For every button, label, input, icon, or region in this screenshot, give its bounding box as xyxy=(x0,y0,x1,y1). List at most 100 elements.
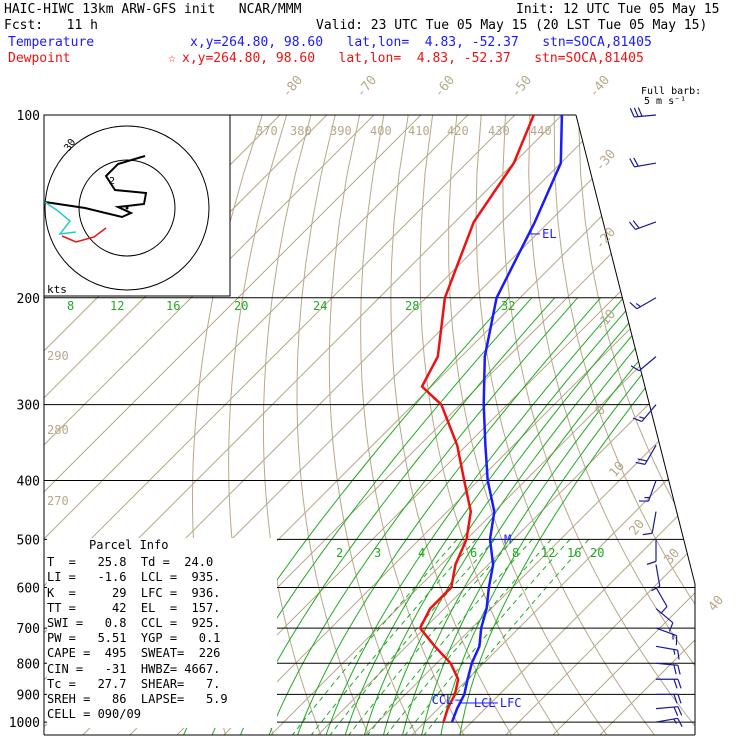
wind-barb-flag xyxy=(660,606,668,614)
pressure-tick-label: 1000 xyxy=(9,716,40,731)
legend-temperature-info: x,y=264.80, 98.60 lat,lon= 4.83, -52.37 … xyxy=(190,35,652,50)
wind-barb-flag xyxy=(677,718,683,727)
isotherm-label: -40 xyxy=(587,73,614,101)
isotherm-line xyxy=(317,115,695,735)
wind-barb-flag xyxy=(630,365,640,372)
theta-label: 410 xyxy=(408,124,430,138)
wind-barb-staff xyxy=(651,511,657,534)
dry-adiabat-line xyxy=(296,115,370,735)
wind-barb xyxy=(655,717,683,727)
wind-barb-flag xyxy=(629,158,635,168)
mixing-ratio-label: 4 xyxy=(418,546,425,560)
isotherm-line xyxy=(223,115,695,735)
theta-label: 280 xyxy=(47,423,69,437)
parcel-row: LI = -1.6 LCL = 935. xyxy=(47,570,221,585)
level-label: EL xyxy=(542,227,556,241)
theta-label: 290 xyxy=(47,349,69,363)
wind-barb-half xyxy=(635,302,641,308)
wind-barb-flag xyxy=(632,220,640,229)
wind-barb-staff xyxy=(638,356,657,372)
isotherm-line xyxy=(411,115,695,735)
moist-adiabat-line xyxy=(421,297,692,735)
mixing-ratio-line xyxy=(329,539,496,735)
legend-dewpoint-star-icon: ☆ xyxy=(168,51,176,66)
wind-barb-flag xyxy=(635,461,646,465)
wind-barb xyxy=(632,404,657,423)
theta-label: 390 xyxy=(330,124,352,138)
theta-label: 440 xyxy=(530,124,552,138)
mixing-ratio-label: 12 xyxy=(110,299,124,313)
mixing-ratio-line xyxy=(404,539,571,735)
wind-barb-staff xyxy=(636,297,657,310)
dry-adiabat-line xyxy=(725,115,740,735)
parcel-row: T = 25.8 Td = 24.0 xyxy=(47,555,214,570)
isotherm-label: -50 xyxy=(509,73,536,101)
wind-barb-half xyxy=(672,634,674,640)
dry-adiabat-line xyxy=(578,115,695,735)
wind-barb-flag xyxy=(638,500,649,502)
pressure-tick-label: 700 xyxy=(17,622,40,637)
wind-barb-flag xyxy=(629,302,638,310)
wind-barb-flag xyxy=(628,221,636,230)
hodograph-center xyxy=(125,206,129,210)
wind-barb-flag xyxy=(675,635,678,646)
isotherm-line xyxy=(270,115,695,735)
dry-adiabat-line xyxy=(328,115,417,735)
pressure-tick-label: 600 xyxy=(17,581,40,596)
barb-scale-note: Full barb: xyxy=(641,86,702,97)
moist-adiabat-line xyxy=(268,297,578,735)
isotherm-label: 40 xyxy=(706,593,728,615)
isotherm-line xyxy=(44,115,422,735)
mixing-ratio-label: 6 xyxy=(470,546,477,560)
dry-adiabat-line xyxy=(448,115,608,735)
isotherm-label: 20 xyxy=(627,517,649,539)
mixing-ratio-label: 24 xyxy=(313,299,327,313)
dry-adiabat-line xyxy=(651,115,695,735)
pressure-tick-label: 300 xyxy=(17,399,40,414)
parcel-row: SREH = 86 LAPSE= 5.9 xyxy=(47,692,228,707)
parcel-row: CAPE = 495 SWEAT= 226 xyxy=(47,646,221,661)
level-label: M xyxy=(504,532,511,546)
wind-barb-flag xyxy=(673,706,679,716)
wind-barb-flag xyxy=(677,650,680,660)
wind-barb-staff xyxy=(647,480,657,502)
wind-barb xyxy=(655,627,678,646)
mixing-ratio-label: 8 xyxy=(512,546,519,560)
wind-barb xyxy=(655,645,680,660)
dry-adiabat-line xyxy=(528,115,695,735)
wind-barb xyxy=(642,511,657,536)
pressure-tick-label: 500 xyxy=(17,533,40,548)
wind-barb-staff xyxy=(655,627,677,637)
mixing-ratio-label: 16 xyxy=(567,546,581,560)
mixing-ratio-line xyxy=(310,539,477,735)
dry-adiabat-line xyxy=(502,115,695,735)
wind-barb-flag xyxy=(633,157,639,167)
dry-adiabat-line xyxy=(602,115,695,735)
wind-barb-flag xyxy=(629,107,635,118)
wind-barb-flag xyxy=(651,585,661,592)
wind-barb-flag xyxy=(637,458,648,462)
wind-barb-half xyxy=(673,649,676,655)
wind-barb-flag xyxy=(673,679,678,689)
mixing-ratio-label: 2 xyxy=(336,546,343,560)
wind-barb-flag xyxy=(632,417,643,423)
wind-barb xyxy=(635,445,657,465)
wind-barb-flag xyxy=(646,560,657,565)
pressure-tick-label: 400 xyxy=(17,475,40,490)
moist-adiabat-line xyxy=(344,297,638,735)
theta-label: 400 xyxy=(370,124,392,138)
wind-barb xyxy=(629,297,657,310)
theta-label: 270 xyxy=(47,494,69,508)
wind-barb-staff xyxy=(655,645,678,651)
wind-barb-staff xyxy=(655,608,674,624)
moist-adiabat-line xyxy=(440,297,695,735)
mixing-ratio-line xyxy=(423,539,590,735)
wind-barb-flag xyxy=(677,665,681,675)
wind-barb-flag xyxy=(673,664,677,675)
parcel-row: PW = 5.51 YGP = 0.1 xyxy=(47,631,221,646)
wind-barb-staff xyxy=(655,564,661,587)
wind-barb xyxy=(651,564,661,592)
wind-barb-flag xyxy=(677,694,682,704)
temperature-profile-line xyxy=(450,115,564,723)
wind-barb-flag xyxy=(677,706,683,716)
